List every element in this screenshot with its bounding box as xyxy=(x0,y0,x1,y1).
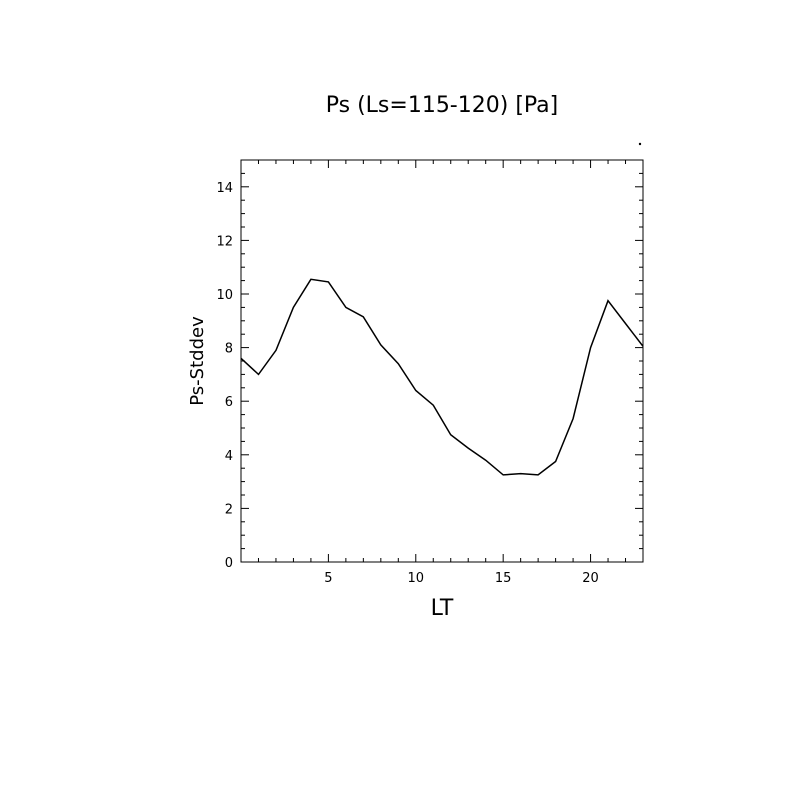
series-line xyxy=(240,278,644,476)
x-tick-label: 5 xyxy=(324,571,332,586)
plot-frame xyxy=(240,159,644,563)
y-tick-label: 4 xyxy=(225,449,233,464)
x-tick-label: 10 xyxy=(408,571,425,586)
y-tick-label: 2 xyxy=(225,502,233,517)
y-tick-label: 12 xyxy=(216,234,233,249)
y-tick-label: 6 xyxy=(225,395,233,410)
y-tick-label: 8 xyxy=(225,342,233,357)
y-tick-label: 14 xyxy=(216,181,233,196)
y-axis-label: Ps-Stddev xyxy=(187,316,208,406)
y-tick-label: 0 xyxy=(225,556,233,571)
x-axis-label: LT xyxy=(431,596,454,621)
x-tick-label: 15 xyxy=(495,571,512,586)
chart-title: Ps (Ls=115-120) [Pa] xyxy=(326,93,559,118)
axis-ticks xyxy=(241,160,643,563)
y-tick-label: 10 xyxy=(216,288,233,303)
tick-labels: 0 2 4 6 8 10 12 14 5 10 15 20 xyxy=(216,181,598,586)
x-tick-label: 20 xyxy=(582,571,599,586)
corner-dot xyxy=(638,142,642,146)
